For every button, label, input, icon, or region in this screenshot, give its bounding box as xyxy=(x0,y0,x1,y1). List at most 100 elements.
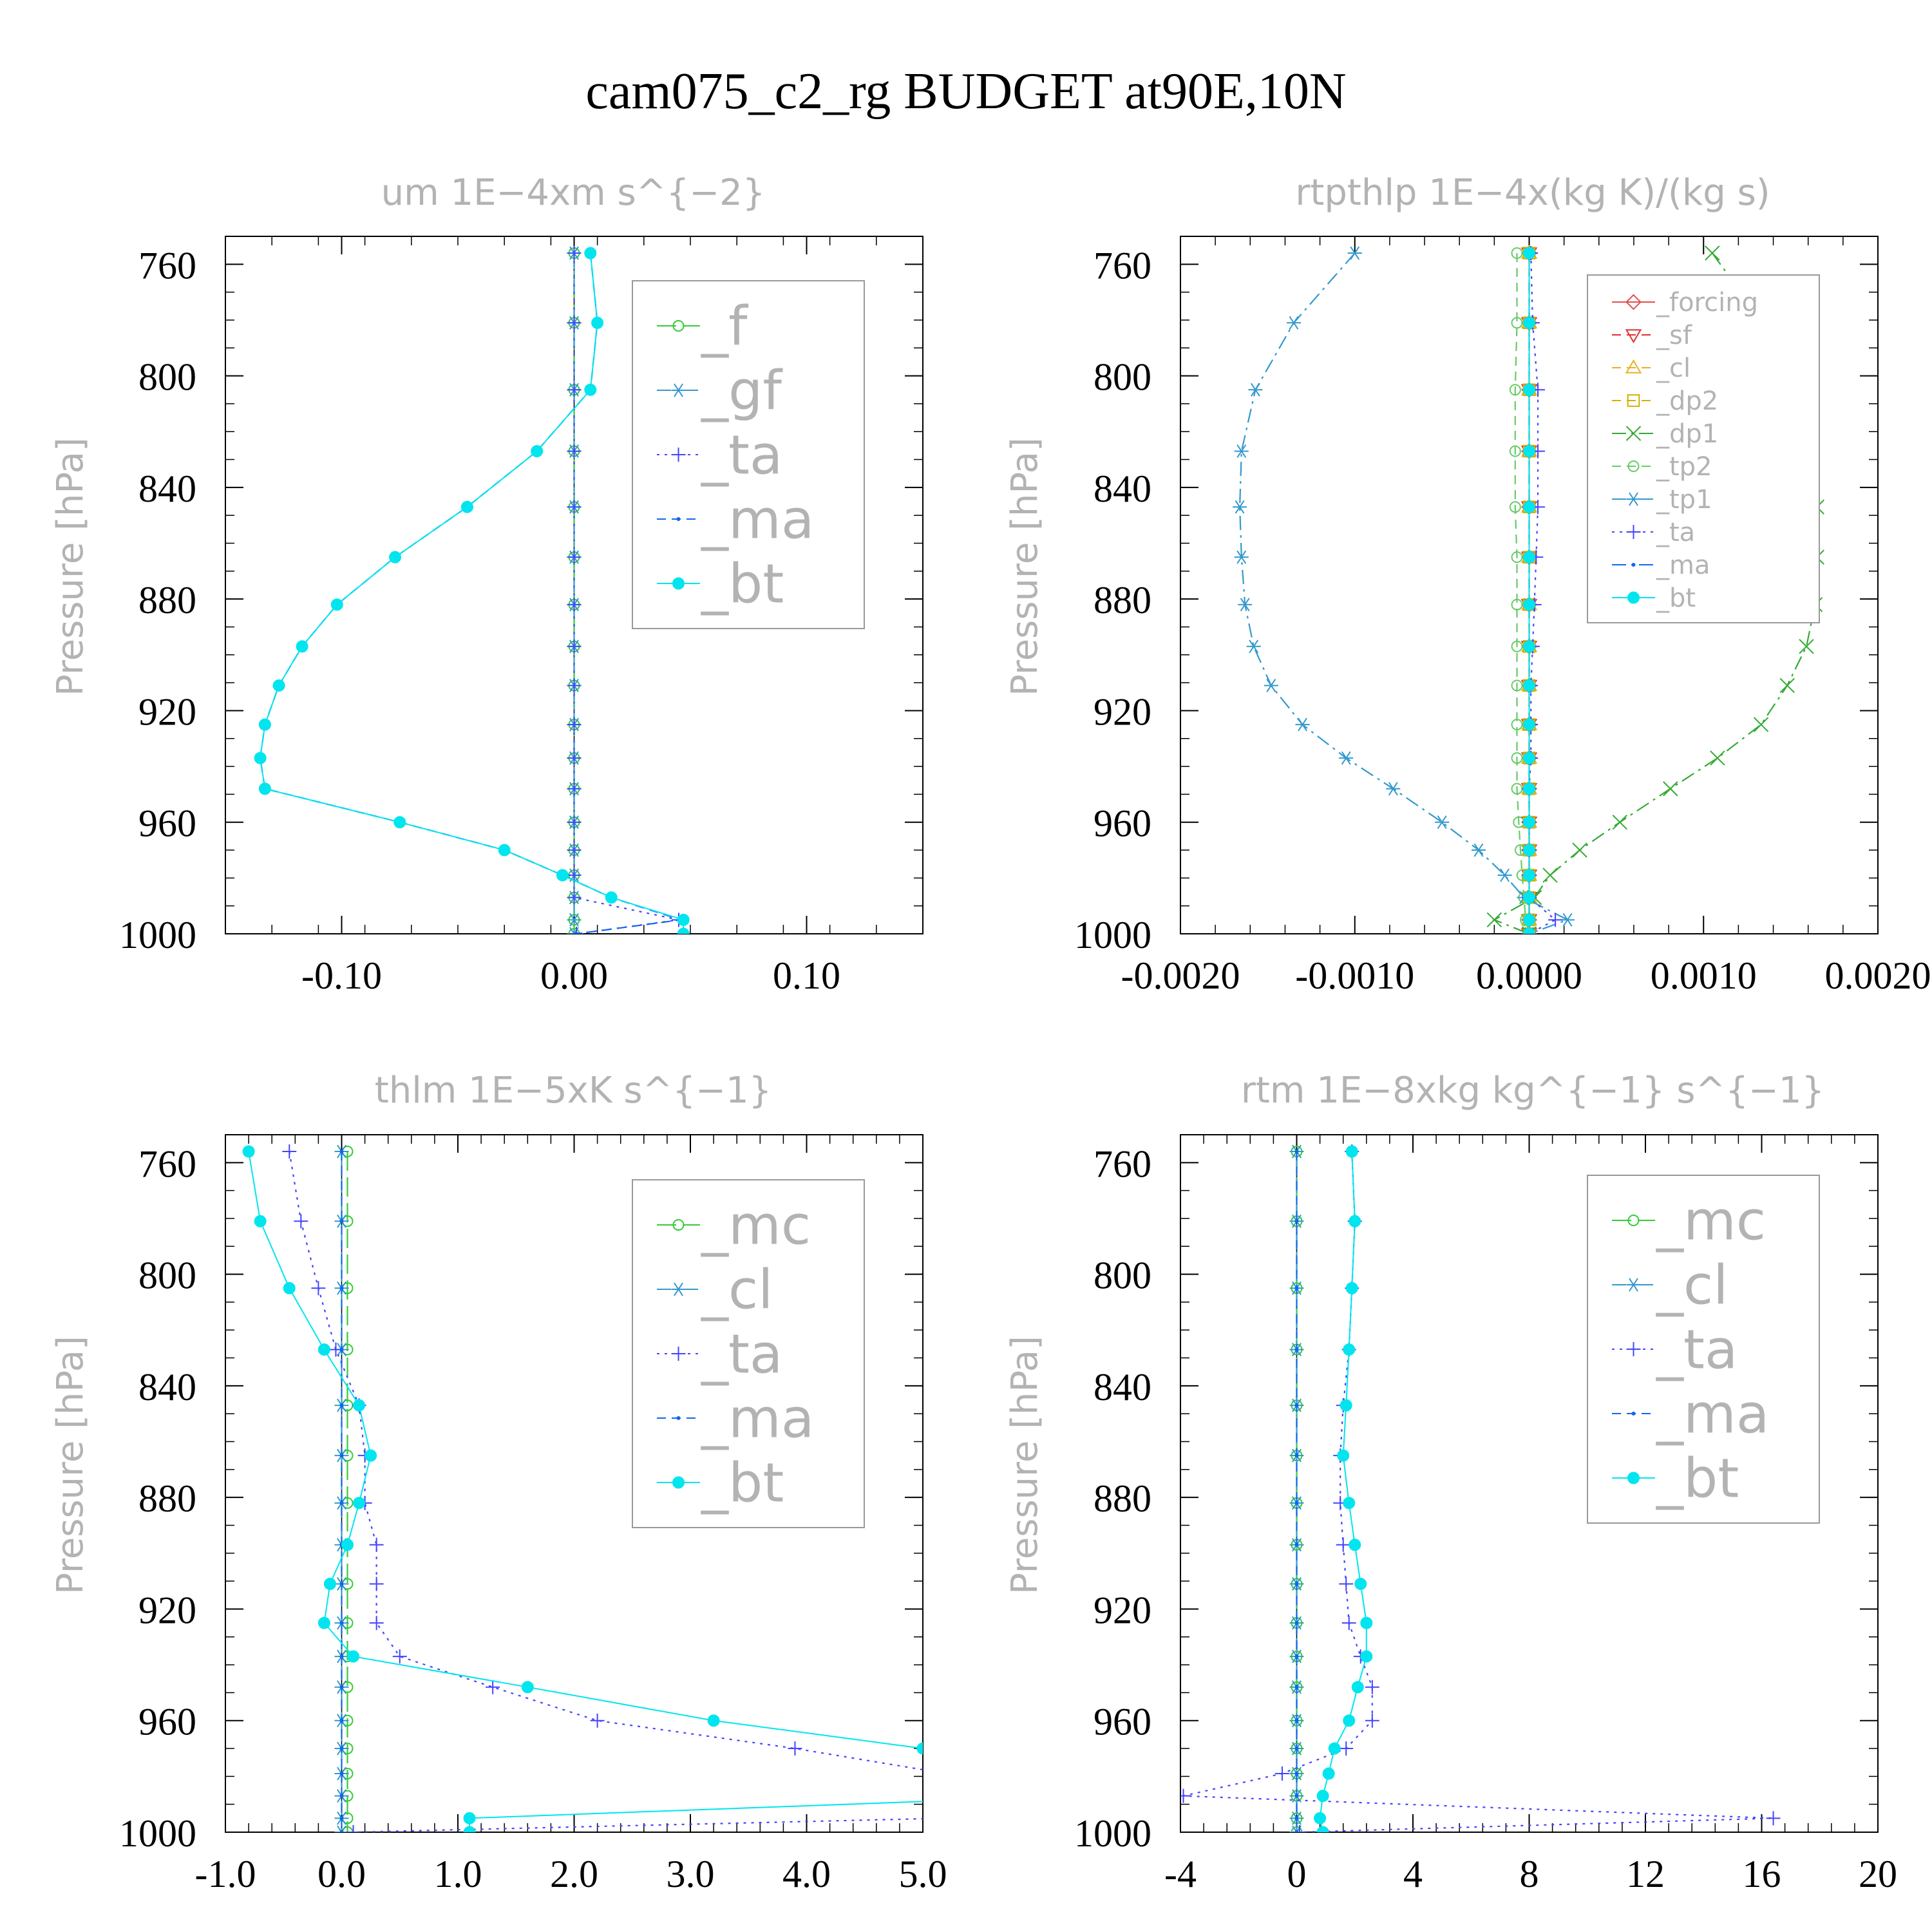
data-point xyxy=(339,1685,344,1689)
data-point xyxy=(1497,868,1512,882)
legend-label: _sf xyxy=(1656,321,1692,350)
data-point xyxy=(567,550,582,565)
data-point xyxy=(1523,913,1535,926)
data-point xyxy=(567,678,582,693)
data-point xyxy=(1753,717,1769,732)
data-point xyxy=(254,1215,267,1227)
data-point xyxy=(1548,913,1563,927)
legend-marker xyxy=(1627,1472,1640,1484)
data-point xyxy=(339,1816,344,1821)
data-point xyxy=(334,1825,349,1832)
data-point xyxy=(1340,1399,1352,1412)
y-tick-label: 840 xyxy=(1094,468,1151,510)
y-tick-label: 920 xyxy=(138,1589,196,1631)
data-point xyxy=(1339,1741,1354,1756)
data-point xyxy=(1523,598,1535,611)
series-line xyxy=(573,253,679,934)
data-point xyxy=(567,843,582,858)
chart-panel: thlm 1E−5xK s^{−1} Pressure [hPa] 760 800 84… xyxy=(50,1070,947,1895)
y-tick-label: 880 xyxy=(138,1477,196,1520)
series-group xyxy=(242,1144,923,1832)
data-point xyxy=(788,1741,802,1756)
series-group xyxy=(1180,1144,1781,1832)
data-point xyxy=(1365,1713,1379,1728)
series-line xyxy=(1183,1151,1774,1832)
data-point xyxy=(460,500,473,513)
y-tick-label: 920 xyxy=(1094,690,1151,733)
data-point xyxy=(282,1144,297,1159)
legend-label: _dp1 xyxy=(1656,419,1718,449)
data-point xyxy=(1343,1497,1356,1510)
data-point xyxy=(339,1582,344,1586)
data-point xyxy=(393,816,406,829)
data-point xyxy=(1294,1816,1299,1821)
data-point xyxy=(1294,1454,1299,1458)
x-tick-label: 8 xyxy=(1520,1853,1539,1895)
y-tick-label: 800 xyxy=(138,1255,196,1297)
x-tick-label: 0.0020 xyxy=(1825,954,1931,997)
y-tick-label: 960 xyxy=(1094,802,1151,845)
legend-label: _dp2 xyxy=(1656,386,1718,416)
legend-label: _ta xyxy=(701,423,782,486)
x-tick-label: 0.0 xyxy=(317,1853,366,1895)
data-point xyxy=(1360,1650,1373,1663)
data-point xyxy=(1341,1616,1356,1631)
y-tick-label: 960 xyxy=(138,1701,196,1743)
x-tick-label: 0.00 xyxy=(540,954,608,997)
y-tick-label: 1000 xyxy=(1074,1812,1151,1855)
x-tick-label: -0.0020 xyxy=(1121,954,1240,997)
data-point xyxy=(1347,246,1362,260)
legend-box xyxy=(1587,1175,1820,1524)
data-point xyxy=(1343,1343,1356,1356)
data-point xyxy=(317,1343,330,1356)
legend-label: _ma xyxy=(701,1387,814,1450)
data-point xyxy=(339,1772,344,1776)
legend-marker xyxy=(1627,1215,1640,1226)
data-point xyxy=(574,932,579,934)
data-point xyxy=(1295,717,1310,732)
data-point xyxy=(1523,247,1535,260)
x-tick-label: 16 xyxy=(1743,1853,1781,1895)
data-point xyxy=(369,1577,384,1591)
y-tick-label: 1000 xyxy=(119,914,196,956)
data-point xyxy=(1710,750,1725,766)
data-point xyxy=(323,1577,336,1590)
data-point xyxy=(1511,247,1523,259)
data-point xyxy=(1339,1577,1354,1591)
y-tick-label: 1000 xyxy=(1074,914,1151,956)
x-tick-label: 0.0000 xyxy=(1476,954,1582,997)
data-point xyxy=(347,1650,360,1663)
data-point xyxy=(389,551,402,564)
data-point xyxy=(567,751,582,766)
x-tick-label: -0.10 xyxy=(301,954,382,997)
data-point xyxy=(567,639,582,654)
data-point xyxy=(584,247,597,260)
data-point xyxy=(1339,751,1354,765)
data-point xyxy=(339,1149,344,1153)
y-axis-label: Pressure [hPa] xyxy=(50,437,91,696)
legend-marker xyxy=(1627,591,1640,604)
data-point xyxy=(1294,1347,1299,1352)
data-point xyxy=(1294,1582,1299,1586)
data-point xyxy=(311,1281,326,1296)
data-point xyxy=(1511,551,1523,564)
data-point xyxy=(1523,316,1535,329)
data-point xyxy=(1264,678,1278,692)
legend-label: _ta xyxy=(1656,518,1695,547)
legend: _mc_cl_ta_ma_bt xyxy=(1587,1175,1820,1524)
data-point xyxy=(296,640,308,653)
legend-label: _bt xyxy=(701,1451,784,1514)
legend-marker xyxy=(1625,426,1642,441)
data-point xyxy=(1180,1788,1191,1803)
legend-marker xyxy=(671,383,686,397)
data-point xyxy=(339,1219,344,1224)
data-point xyxy=(317,1616,330,1629)
legend-label: _mc xyxy=(701,1193,811,1256)
data-point xyxy=(1523,844,1535,857)
legend-label: _ma xyxy=(1656,1382,1769,1445)
y-tick-label: 800 xyxy=(138,356,196,399)
data-point xyxy=(1286,316,1301,330)
y-tick-label: 840 xyxy=(138,1366,196,1408)
legend-marker xyxy=(672,1476,685,1489)
